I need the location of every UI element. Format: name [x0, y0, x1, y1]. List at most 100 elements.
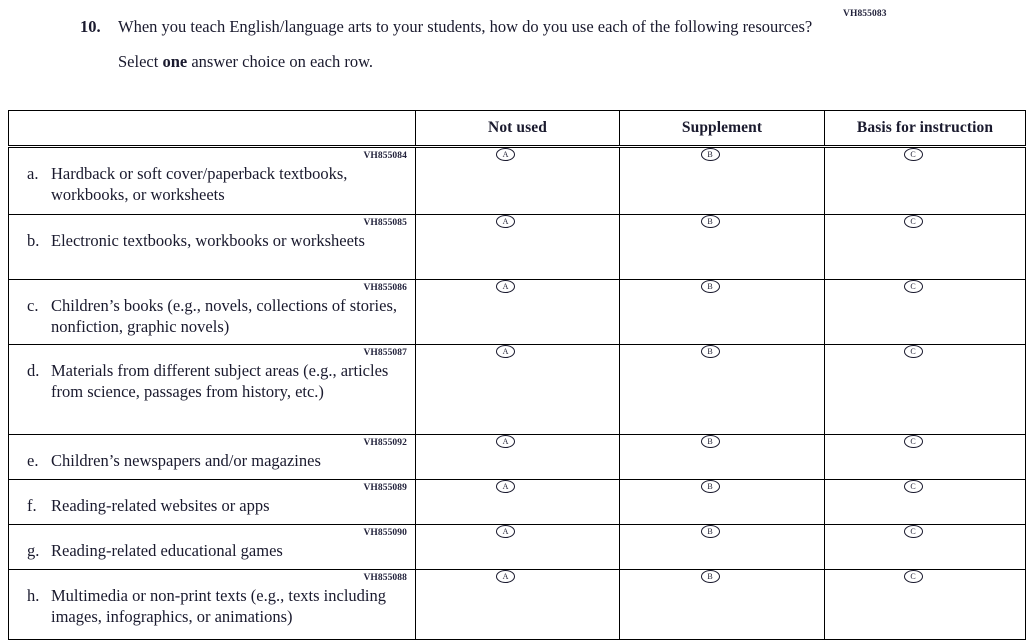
row-item-code: VH855092	[363, 438, 407, 448]
row-item-code: VH855090	[363, 528, 407, 538]
radio-bubble-supplement[interactable]: B	[700, 570, 720, 583]
option-cell-basis-for-instruction[interactable]: C	[824, 569, 1026, 640]
option-cell-supplement[interactable]: B	[619, 279, 825, 345]
radio-bubble-basis-for-instruction[interactable]: C	[903, 570, 923, 583]
option-cell-not-used[interactable]: A	[415, 214, 620, 280]
option-cell-basis-for-instruction[interactable]: C	[824, 279, 1026, 345]
option-cell-supplement[interactable]: B	[619, 145, 825, 215]
radio-bubble-supplement[interactable]: B	[700, 215, 720, 228]
radio-bubble-supplement[interactable]: B	[700, 345, 720, 358]
bubble-wrapper: A	[416, 525, 619, 538]
row-item-label: Reading-related educational games	[51, 541, 283, 560]
option-cell-basis-for-instruction[interactable]: C	[824, 434, 1026, 480]
row-item-cell: VH855085 b. Electronic textbooks, workbook…	[8, 214, 416, 280]
instruction-emphasis: one	[162, 52, 188, 71]
row-item-body: f. Reading-related websites or apps	[9, 494, 409, 516]
instruction-part-2: answer choice on each row.	[187, 52, 374, 71]
bubble-wrapper: C	[825, 525, 1025, 538]
row-item-body: d. Materials from different subject areas…	[9, 359, 409, 402]
table-row: VH855087 d. Materials from different subje…	[8, 344, 1026, 435]
bubble-wrapper: A	[416, 570, 619, 583]
option-cell-basis-for-instruction[interactable]: C	[824, 479, 1026, 525]
bubble-wrapper: B	[620, 280, 824, 293]
option-cell-basis-for-instruction[interactable]: C	[824, 344, 1026, 435]
radio-bubble-not-used[interactable]: A	[496, 215, 515, 228]
option-cell-not-used[interactable]: A	[415, 279, 620, 345]
radio-bubble-supplement[interactable]: B	[700, 280, 720, 293]
radio-bubble-basis-for-instruction[interactable]: C	[903, 525, 923, 538]
bubble-wrapper: C	[825, 570, 1025, 583]
row-item-cell: VH855087 d. Materials from different subje…	[8, 344, 416, 435]
option-cell-supplement[interactable]: B	[619, 214, 825, 280]
row-item-code: VH855086	[363, 283, 407, 293]
radio-bubble-basis-for-instruction[interactable]: C	[903, 345, 923, 358]
table-row: VH855089 f. Reading-related websites or ap…	[8, 479, 1026, 525]
option-cell-supplement[interactable]: B	[619, 569, 825, 640]
row-item-code: VH855084	[363, 151, 407, 161]
row-item-body: c. Children’s books (e.g., novels, collec…	[9, 294, 409, 337]
option-cell-basis-for-instruction[interactable]: C	[824, 524, 1026, 570]
option-cell-supplement[interactable]: B	[619, 524, 825, 570]
radio-bubble-not-used[interactable]: A	[496, 435, 515, 448]
option-cell-not-used[interactable]: A	[415, 145, 620, 215]
radio-bubble-basis-for-instruction[interactable]: C	[903, 480, 923, 493]
radio-bubble-not-used[interactable]: A	[496, 280, 515, 293]
radio-bubble-supplement[interactable]: B	[700, 480, 720, 493]
question-instruction: Select one answer choice on each row.	[118, 51, 840, 72]
table-row: VH855088 h. Multimedia or non-print texts …	[8, 569, 1026, 640]
question-text: When you teach English/language arts to …	[118, 17, 813, 36]
column-header-supplement: Supplement	[619, 110, 825, 147]
radio-bubble-supplement[interactable]: B	[700, 148, 720, 161]
bubble-wrapper: C	[825, 435, 1025, 448]
option-cell-not-used[interactable]: A	[415, 434, 620, 480]
option-cell-not-used[interactable]: A	[415, 344, 620, 435]
option-cell-supplement[interactable]: B	[619, 344, 825, 435]
row-item-letter: f.	[27, 496, 37, 515]
option-cell-basis-for-instruction[interactable]: C	[824, 145, 1026, 215]
row-item-letter: h.	[27, 586, 40, 605]
radio-bubble-basis-for-instruction[interactable]: C	[903, 148, 923, 161]
table-row: VH855085 b. Electronic textbooks, workbook…	[8, 214, 1026, 280]
radio-bubble-not-used[interactable]: A	[496, 525, 515, 538]
radio-bubble-not-used[interactable]: A	[496, 480, 515, 493]
page-item-code: VH855083	[843, 9, 887, 19]
row-item-body: e. Children’s newspapers and/or magazines	[9, 449, 409, 471]
option-cell-basis-for-instruction[interactable]: C	[824, 214, 1026, 280]
response-matrix-table: Not used Supplement Basis for instructio…	[8, 110, 1026, 640]
row-item-label: Children’s books (e.g., novels, collecti…	[51, 296, 397, 336]
option-cell-supplement[interactable]: B	[619, 479, 825, 525]
bubble-wrapper: C	[825, 345, 1025, 358]
bubble-wrapper: A	[416, 345, 619, 358]
radio-bubble-basis-for-instruction[interactable]: C	[903, 280, 923, 293]
row-item-label: Children’s newspapers and/or magazines	[51, 451, 321, 470]
row-item-body: a. Hardback or soft cover/paperback textb…	[9, 162, 409, 205]
bubble-wrapper: C	[825, 215, 1025, 228]
option-cell-not-used[interactable]: A	[415, 569, 620, 640]
radio-bubble-supplement[interactable]: B	[700, 435, 720, 448]
option-cell-supplement[interactable]: B	[619, 434, 825, 480]
radio-bubble-supplement[interactable]: B	[700, 525, 720, 538]
bubble-wrapper: B	[620, 570, 824, 583]
option-cell-not-used[interactable]: A	[415, 524, 620, 570]
radio-bubble-not-used[interactable]: A	[496, 345, 515, 358]
bubble-wrapper: B	[620, 435, 824, 448]
table-row: VH855086 c. Children’s books (e.g., novels…	[8, 279, 1026, 345]
table-row: VH855090 g. Reading-related educational ga…	[8, 524, 1026, 570]
question-number: 10.	[80, 17, 101, 36]
radio-bubble-basis-for-instruction[interactable]: C	[903, 215, 923, 228]
bubble-wrapper: A	[416, 215, 619, 228]
table-row: VH855092 e. Children’s newspapers and/or m…	[8, 434, 1026, 480]
option-cell-not-used[interactable]: A	[415, 479, 620, 525]
row-item-letter: d.	[27, 361, 40, 380]
row-item-letter: e.	[27, 451, 39, 470]
row-item-cell: VH855090 g. Reading-related educational ga…	[8, 524, 416, 570]
row-item-label: Electronic textbooks, workbooks or works…	[51, 231, 365, 250]
row-item-cell: VH855089 f. Reading-related websites or ap…	[8, 479, 416, 525]
radio-bubble-not-used[interactable]: A	[496, 148, 515, 161]
radio-bubble-basis-for-instruction[interactable]: C	[903, 435, 923, 448]
instruction-part-1: Select	[118, 52, 163, 71]
row-item-cell: VH855092 e. Children’s newspapers and/or m…	[8, 434, 416, 480]
radio-bubble-not-used[interactable]: A	[496, 570, 515, 583]
bubble-wrapper: B	[620, 480, 824, 493]
bubble-wrapper: A	[416, 480, 619, 493]
